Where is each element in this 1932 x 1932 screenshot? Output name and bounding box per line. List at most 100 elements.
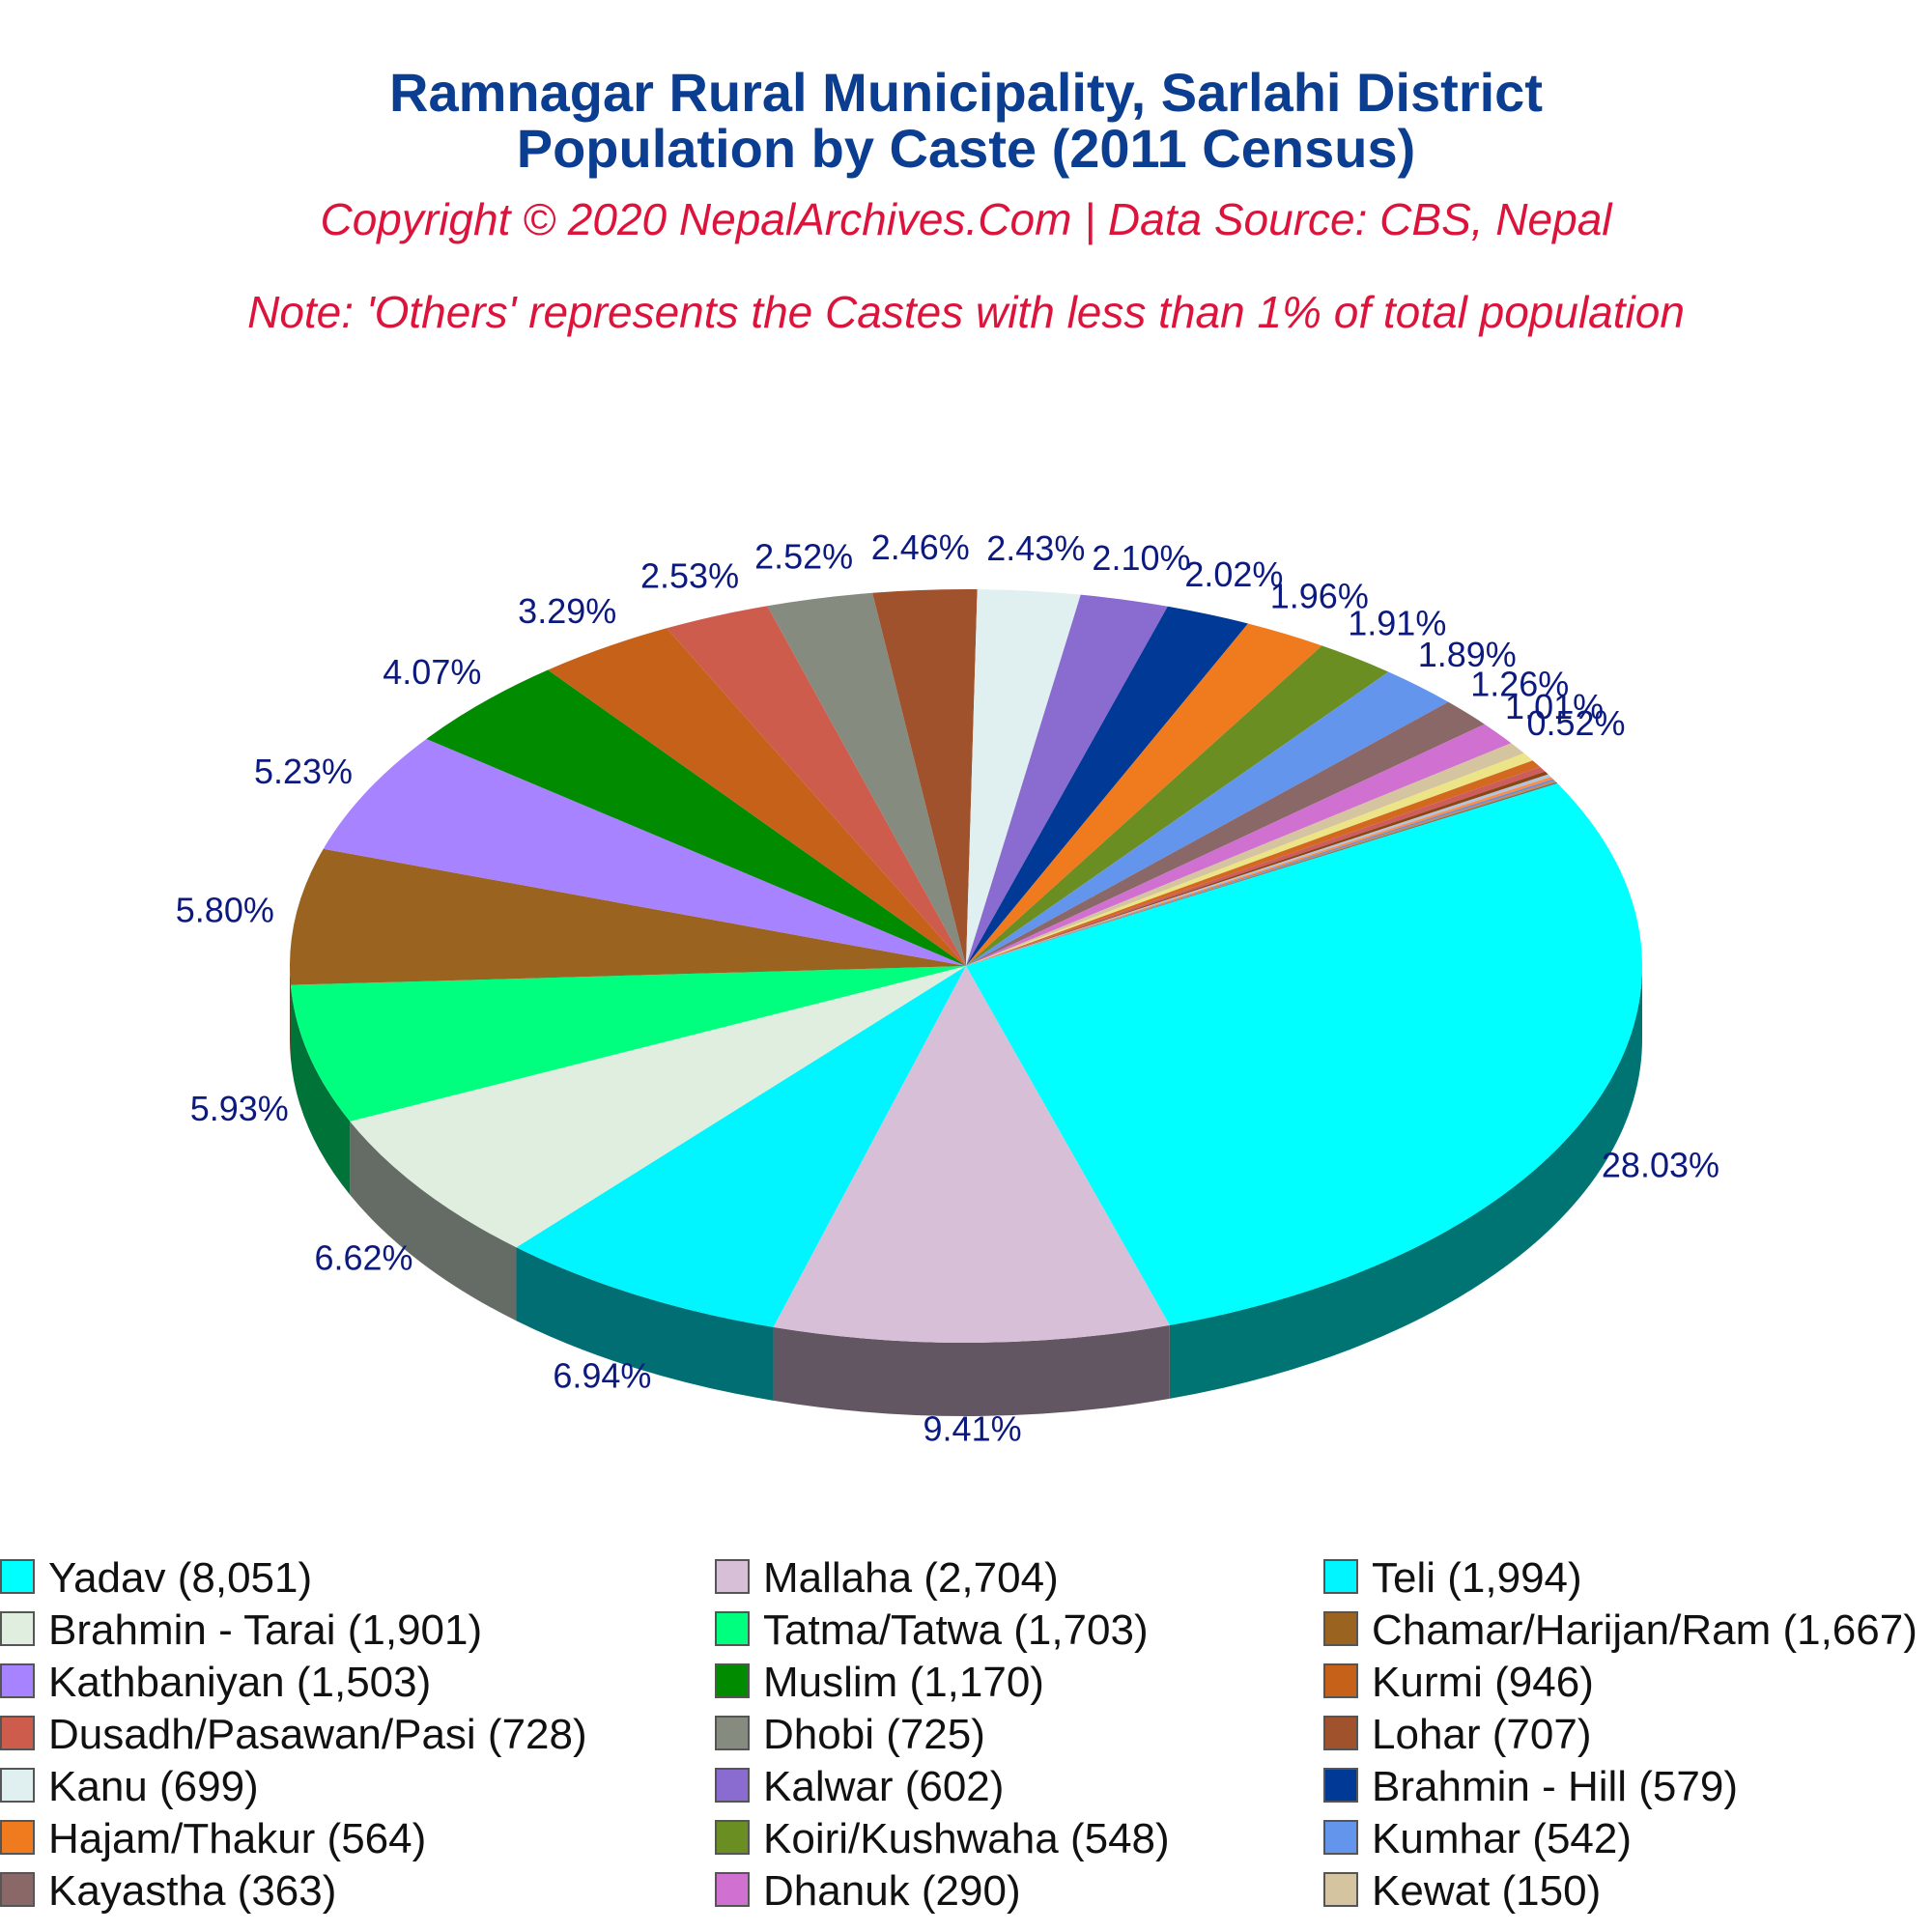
pie-side-3 bbox=[516, 1247, 774, 1401]
legend-swatch bbox=[1323, 1768, 1358, 1803]
legend-swatch bbox=[0, 1820, 35, 1855]
pie-slice-12 bbox=[872, 589, 978, 966]
legend-swatch bbox=[715, 1820, 750, 1855]
percent-label-2: 9.41% bbox=[923, 1409, 1022, 1449]
legend-swatch bbox=[715, 1768, 750, 1803]
legend-label: Kumhar (542) bbox=[1372, 1815, 1633, 1862]
pie-slice-17 bbox=[966, 645, 1389, 966]
pie-slice-26 bbox=[966, 774, 1551, 966]
pie-slice-7 bbox=[323, 738, 966, 966]
pie-slice-27 bbox=[966, 777, 1553, 966]
percent-label-13: 2.43% bbox=[986, 528, 1085, 568]
percent-label-1: 28.03% bbox=[1602, 1145, 1719, 1184]
pie-slice-3 bbox=[516, 966, 966, 1327]
legend-label: Tatma/Tatwa (1,703) bbox=[763, 1606, 1149, 1654]
legend-swatch bbox=[0, 1611, 35, 1646]
percent-label-9: 3.29% bbox=[518, 591, 616, 631]
legend-label: Dhanuk (290) bbox=[763, 1867, 1021, 1915]
legend-swatch bbox=[0, 1768, 35, 1803]
percent-label-7: 5.23% bbox=[254, 752, 353, 791]
pie-slice-9 bbox=[548, 628, 966, 966]
legend-label: Muslim (1,170) bbox=[763, 1659, 1044, 1706]
legend-label: Yadav (8,051) bbox=[48, 1554, 313, 1602]
legend-swatch bbox=[1323, 1663, 1358, 1698]
pie-side-2 bbox=[773, 1324, 1170, 1416]
percent-label-19: 1.26% bbox=[1470, 664, 1569, 703]
legend-swatch bbox=[0, 1872, 35, 1907]
legend-label: Dusadh/Pasawan/Pasi (728) bbox=[48, 1711, 587, 1758]
percent-label-3: 6.94% bbox=[553, 1356, 651, 1396]
percent-label-14: 2.10% bbox=[1092, 538, 1190, 578]
legend-swatch bbox=[715, 1559, 750, 1594]
pie-chart: 28.03% 9.41% 6.94% 6.62% 5.93% 5.80% 5.23% 4.07… bbox=[176, 527, 1719, 1449]
pie-side-4 bbox=[350, 1121, 517, 1321]
legend-swatch bbox=[715, 1872, 750, 1907]
percent-label-5: 5.93% bbox=[190, 1089, 289, 1128]
legend-label: Kewat (150) bbox=[1372, 1867, 1602, 1915]
pie-slice-11 bbox=[767, 592, 966, 966]
percent-label-21: 0.52% bbox=[1526, 703, 1625, 743]
legend-label: Brahmin - Hill (579) bbox=[1372, 1763, 1738, 1810]
legend-swatch bbox=[1323, 1559, 1358, 1594]
legend-swatch bbox=[0, 1663, 35, 1698]
pie-slice-19 bbox=[966, 701, 1485, 966]
legend-label: Kayastha (363) bbox=[48, 1867, 337, 1915]
legend-label: Mallaha (2,704) bbox=[763, 1554, 1059, 1602]
legend-swatch bbox=[1323, 1611, 1358, 1646]
legend-label: Kathbaniyan (1,503) bbox=[48, 1659, 432, 1706]
pie-percent-labels: 28.03% 9.41% 6.94% 6.62% 5.93% 5.80% 5.23% 4.07… bbox=[176, 527, 1719, 1449]
pie-slice-6 bbox=[290, 848, 967, 985]
legend-swatch bbox=[715, 1663, 750, 1698]
pie-side-walls bbox=[290, 966, 1642, 1416]
pie-slices bbox=[290, 589, 1642, 1343]
legend-label: Dhobi (725) bbox=[763, 1711, 985, 1758]
pie-slice-18 bbox=[966, 671, 1449, 966]
pie-slice-22 bbox=[966, 753, 1533, 966]
percent-label-11: 2.52% bbox=[754, 536, 853, 576]
percent-label-18: 1.89% bbox=[1418, 635, 1517, 674]
legend-label: Chamar/Harijan/Ram (1,667) bbox=[1372, 1606, 1918, 1654]
legend-swatch bbox=[0, 1559, 35, 1594]
pie-side-5 bbox=[290, 984, 351, 1195]
percent-label-6: 5.80% bbox=[176, 890, 274, 929]
pie-slice-1 bbox=[966, 782, 1642, 1325]
copyright-text: Copyright © 2020 NepalArchives.Com | Dat… bbox=[320, 194, 1612, 244]
legend-swatch bbox=[715, 1716, 750, 1750]
chart-title-line1: Ramnagar Rural Municipality, Sarlahi Dis… bbox=[389, 62, 1543, 123]
percent-label-10: 2.53% bbox=[640, 556, 739, 596]
pie-slice-2 bbox=[773, 966, 1170, 1343]
pie-slice-4 bbox=[350, 966, 966, 1248]
legend-swatch bbox=[1323, 1872, 1358, 1907]
legend-label: Kurmi (946) bbox=[1372, 1659, 1594, 1706]
pie-slice-24 bbox=[966, 766, 1546, 966]
legend-label: Kanu (699) bbox=[48, 1763, 259, 1810]
legend-label: Kalwar (602) bbox=[763, 1763, 1005, 1810]
pie-slice-10 bbox=[667, 606, 966, 966]
pie-side-1 bbox=[1169, 966, 1642, 1399]
pie-slice-30 bbox=[966, 781, 1558, 966]
pie-slice-29 bbox=[966, 781, 1557, 966]
percent-label-8: 4.07% bbox=[383, 652, 481, 692]
percent-label-4: 6.62% bbox=[314, 1238, 412, 1278]
legend-label: Hajam/Thakur (564) bbox=[48, 1815, 427, 1862]
pie-slice-20 bbox=[966, 724, 1512, 966]
legend-label: Brahmin - Tarai (1,901) bbox=[48, 1606, 483, 1654]
pie-slice-13 bbox=[966, 589, 1081, 966]
percent-label-16: 1.96% bbox=[1270, 577, 1369, 616]
percent-label-15: 2.02% bbox=[1184, 554, 1283, 594]
legend-swatch bbox=[715, 1611, 750, 1646]
pie-slice-23 bbox=[966, 760, 1541, 966]
legend-swatch bbox=[1323, 1716, 1358, 1750]
pie-slice-8 bbox=[426, 669, 966, 966]
legend-label: Teli (1,994) bbox=[1372, 1554, 1582, 1602]
legend-swatch bbox=[0, 1716, 35, 1750]
pie-slice-16 bbox=[966, 623, 1322, 966]
pie-slice-14 bbox=[966, 594, 1168, 966]
pie-slice-15 bbox=[966, 606, 1248, 966]
legend-label: Koiri/Kushwaha (548) bbox=[763, 1815, 1170, 1862]
pie-slice-28 bbox=[966, 779, 1555, 966]
pie-slice-21 bbox=[966, 743, 1524, 966]
note-text: Note: 'Others' represents the Castes wit… bbox=[247, 287, 1685, 337]
pie-slice-5 bbox=[290, 966, 967, 1122]
legend-label: Lohar (707) bbox=[1372, 1711, 1592, 1758]
